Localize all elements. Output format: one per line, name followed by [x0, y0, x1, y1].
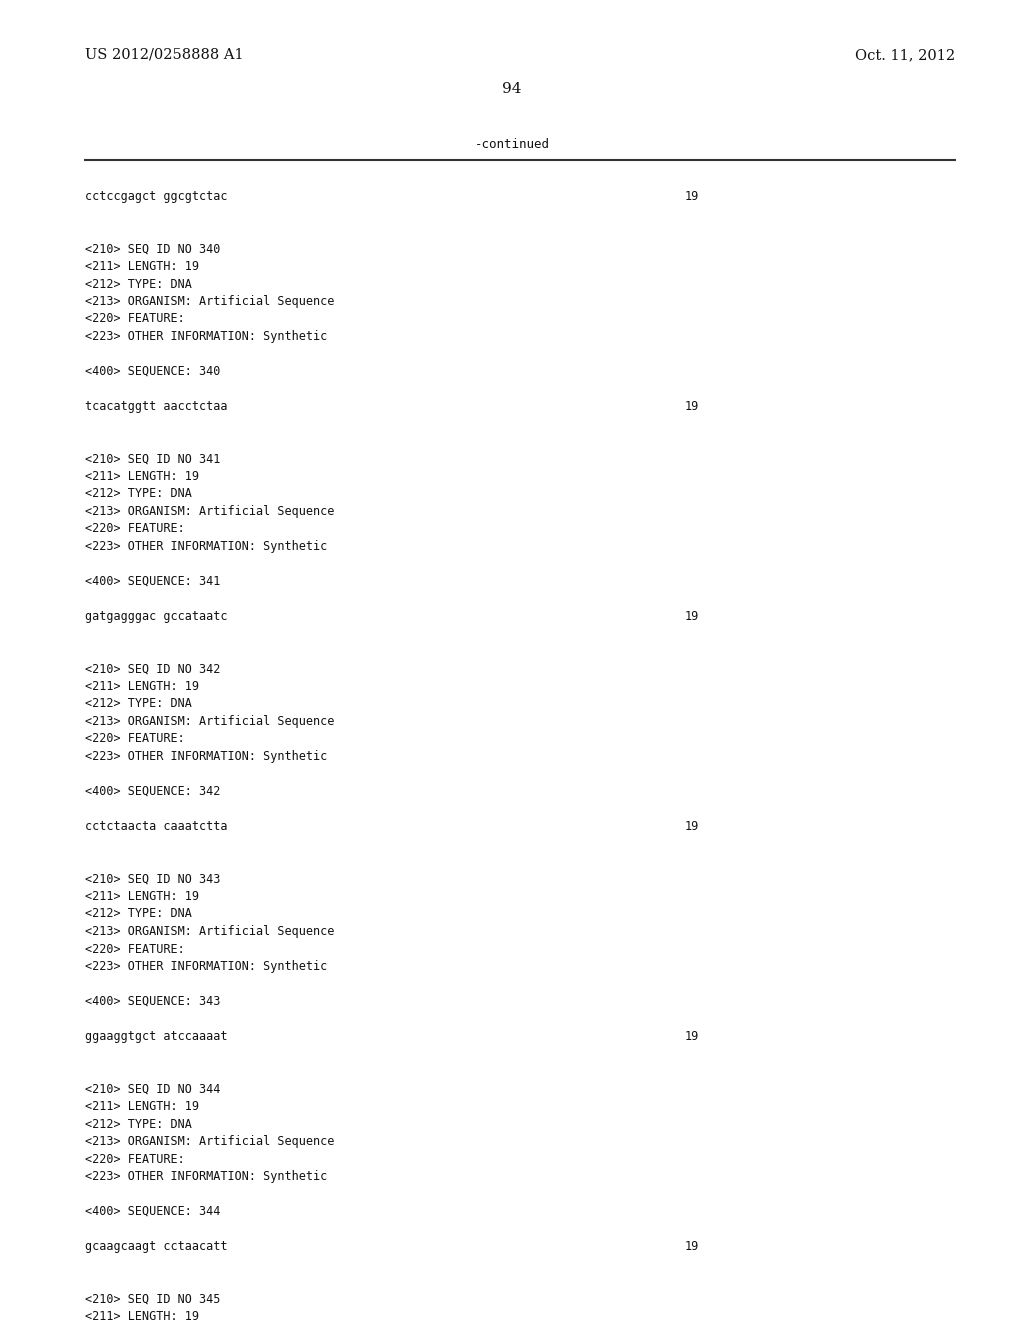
Text: -continued: -continued	[474, 139, 550, 150]
Text: US 2012/0258888 A1: US 2012/0258888 A1	[85, 48, 244, 62]
Text: tcacatggtt aacctctaa: tcacatggtt aacctctaa	[85, 400, 227, 413]
Text: <220> FEATURE:: <220> FEATURE:	[85, 523, 184, 536]
Text: <211> LENGTH: 19: <211> LENGTH: 19	[85, 680, 199, 693]
Text: Oct. 11, 2012: Oct. 11, 2012	[855, 48, 955, 62]
Text: <210> SEQ ID NO 341: <210> SEQ ID NO 341	[85, 453, 220, 466]
Text: <400> SEQUENCE: 340: <400> SEQUENCE: 340	[85, 366, 220, 378]
Text: <211> LENGTH: 19: <211> LENGTH: 19	[85, 1100, 199, 1113]
Text: <223> OTHER INFORMATION: Synthetic: <223> OTHER INFORMATION: Synthetic	[85, 540, 328, 553]
Text: <223> OTHER INFORMATION: Synthetic: <223> OTHER INFORMATION: Synthetic	[85, 330, 328, 343]
Text: <212> TYPE: DNA: <212> TYPE: DNA	[85, 697, 191, 710]
Text: <400> SEQUENCE: 342: <400> SEQUENCE: 342	[85, 785, 220, 799]
Text: gcaagcaagt cctaacatt: gcaagcaagt cctaacatt	[85, 1239, 227, 1253]
Text: <220> FEATURE:: <220> FEATURE:	[85, 942, 184, 956]
Text: <211> LENGTH: 19: <211> LENGTH: 19	[85, 1309, 199, 1320]
Text: <213> ORGANISM: Artificial Sequence: <213> ORGANISM: Artificial Sequence	[85, 294, 335, 308]
Text: cctctaacta caaatctta: cctctaacta caaatctta	[85, 820, 227, 833]
Text: <210> SEQ ID NO 342: <210> SEQ ID NO 342	[85, 663, 220, 676]
Text: <220> FEATURE:: <220> FEATURE:	[85, 733, 184, 746]
Text: 19: 19	[685, 1239, 699, 1253]
Text: 19: 19	[685, 610, 699, 623]
Text: ggaaggtgct atccaaaat: ggaaggtgct atccaaaat	[85, 1030, 227, 1043]
Text: <400> SEQUENCE: 341: <400> SEQUENCE: 341	[85, 576, 220, 587]
Text: <213> ORGANISM: Artificial Sequence: <213> ORGANISM: Artificial Sequence	[85, 506, 335, 517]
Text: <210> SEQ ID NO 344: <210> SEQ ID NO 344	[85, 1082, 220, 1096]
Text: 19: 19	[685, 190, 699, 203]
Text: <212> TYPE: DNA: <212> TYPE: DNA	[85, 1118, 191, 1130]
Text: <211> LENGTH: 19: <211> LENGTH: 19	[85, 470, 199, 483]
Text: <212> TYPE: DNA: <212> TYPE: DNA	[85, 487, 191, 500]
Text: cctccgagct ggcgtctac: cctccgagct ggcgtctac	[85, 190, 227, 203]
Text: <213> ORGANISM: Artificial Sequence: <213> ORGANISM: Artificial Sequence	[85, 715, 335, 729]
Text: 19: 19	[685, 820, 699, 833]
Text: <223> OTHER INFORMATION: Synthetic: <223> OTHER INFORMATION: Synthetic	[85, 750, 328, 763]
Text: 19: 19	[685, 400, 699, 413]
Text: <210> SEQ ID NO 340: <210> SEQ ID NO 340	[85, 243, 220, 256]
Text: <400> SEQUENCE: 344: <400> SEQUENCE: 344	[85, 1205, 220, 1218]
Text: <211> LENGTH: 19: <211> LENGTH: 19	[85, 260, 199, 273]
Text: <210> SEQ ID NO 345: <210> SEQ ID NO 345	[85, 1292, 220, 1305]
Text: <212> TYPE: DNA: <212> TYPE: DNA	[85, 907, 191, 920]
Text: <223> OTHER INFORMATION: Synthetic: <223> OTHER INFORMATION: Synthetic	[85, 1170, 328, 1183]
Text: <220> FEATURE:: <220> FEATURE:	[85, 313, 184, 326]
Text: <213> ORGANISM: Artificial Sequence: <213> ORGANISM: Artificial Sequence	[85, 925, 335, 939]
Text: <212> TYPE: DNA: <212> TYPE: DNA	[85, 277, 191, 290]
Text: <210> SEQ ID NO 343: <210> SEQ ID NO 343	[85, 873, 220, 886]
Text: 94: 94	[502, 82, 522, 96]
Text: <211> LENGTH: 19: <211> LENGTH: 19	[85, 890, 199, 903]
Text: gatgagggac gccataatc: gatgagggac gccataatc	[85, 610, 227, 623]
Text: <400> SEQUENCE: 343: <400> SEQUENCE: 343	[85, 995, 220, 1008]
Text: <213> ORGANISM: Artificial Sequence: <213> ORGANISM: Artificial Sequence	[85, 1135, 335, 1148]
Text: <223> OTHER INFORMATION: Synthetic: <223> OTHER INFORMATION: Synthetic	[85, 960, 328, 973]
Text: 19: 19	[685, 1030, 699, 1043]
Text: <220> FEATURE:: <220> FEATURE:	[85, 1152, 184, 1166]
